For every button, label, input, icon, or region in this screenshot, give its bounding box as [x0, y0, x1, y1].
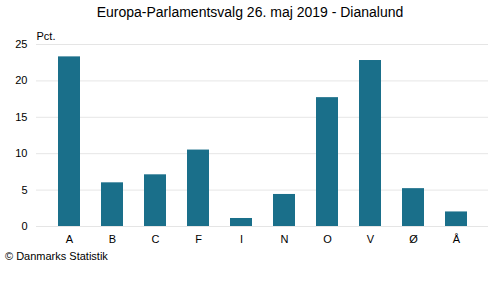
svg-text:Pct.: Pct. — [37, 30, 56, 42]
svg-text:O: O — [323, 233, 332, 245]
svg-text:F: F — [195, 233, 202, 245]
svg-text:20: 20 — [15, 74, 27, 86]
svg-text:0: 0 — [21, 220, 27, 232]
svg-text:I: I — [240, 233, 243, 245]
svg-text:10: 10 — [15, 147, 27, 159]
svg-text:C: C — [152, 233, 160, 245]
svg-text:25: 25 — [15, 38, 27, 50]
svg-text:A: A — [66, 233, 74, 245]
svg-text:Ø: Ø — [409, 233, 418, 245]
svg-text:5: 5 — [21, 184, 27, 196]
html-text:Europa-Parlamentsvalg 26. maj: Europa-Parlamentsvalg 26. maj 2019 - Dia… — [96, 4, 404, 20]
svg-text:N: N — [281, 233, 289, 245]
svg-text:V: V — [367, 233, 375, 245]
svg-text:Å: Å — [453, 233, 461, 245]
svg-text:15: 15 — [15, 111, 27, 123]
html-text:© Danmarks Statistik: © Danmarks Statistik — [5, 250, 108, 262]
svg-text:B: B — [109, 233, 116, 245]
